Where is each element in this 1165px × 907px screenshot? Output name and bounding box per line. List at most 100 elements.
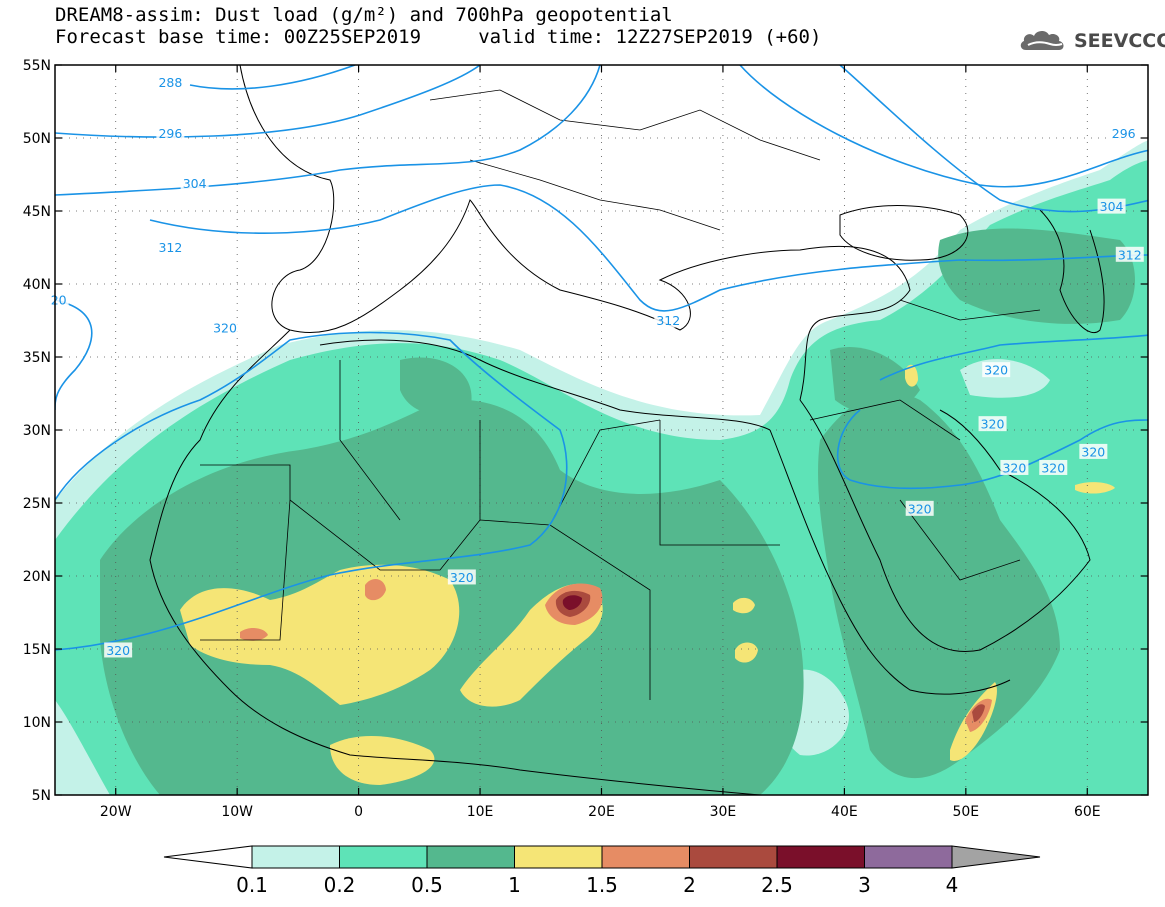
dust-area-yellow (1075, 482, 1115, 494)
logo-text: SEEVCCC (1074, 30, 1165, 52)
contour-label-bg (905, 500, 934, 516)
colorbar-labels: 0.1 0.2 0.5 1 1.5 2 2.5 3 4 (236, 873, 958, 897)
colorbar-label: 2.5 (761, 873, 793, 897)
lat-label: 5N (32, 788, 51, 804)
border (479, 519, 651, 700)
colorbar-label: 1.5 (586, 873, 618, 897)
coastline-redsea (769, 429, 1011, 695)
contour-label: 320 (450, 570, 474, 585)
border (659, 420, 780, 546)
logo: SEEVCCC (1018, 28, 1165, 54)
geopotential-contours (55, 65, 1148, 651)
colorbar-swatch (601, 845, 690, 869)
contour-label: 296 (1112, 126, 1136, 141)
colorbar-label: 1 (508, 873, 521, 897)
colorbar-label: 0.5 (411, 873, 443, 897)
contour-label: 312 (1118, 247, 1142, 262)
contour-296-east (739, 65, 1148, 188)
contour-304 (55, 65, 601, 196)
coastlines (149, 65, 1105, 795)
lat-label: 45N (23, 204, 51, 220)
lat-label: 55N (23, 58, 51, 74)
borders (200, 89, 1041, 700)
dust-area-salmon (240, 628, 268, 641)
dust-area-dark (818, 392, 1060, 779)
contour-label: 320 (981, 417, 1005, 432)
colorbar-label: 2 (683, 873, 696, 897)
contour-label-bg (180, 175, 209, 191)
contour-296 (55, 65, 481, 138)
border (899, 499, 1021, 581)
lon-label: 40E (831, 804, 858, 820)
contour-label: 296 (158, 126, 182, 141)
contour-label-bg (1115, 246, 1144, 262)
contour-label: 320 (984, 363, 1008, 378)
contour-label: 320 (908, 501, 932, 516)
map-subtitle: Forecast base time: 00Z25SEP2019 valid t… (55, 26, 822, 48)
coastline-arabia (799, 399, 1091, 652)
coastline-africa-north (319, 339, 771, 431)
lon-label: 10E (467, 804, 494, 820)
border (339, 360, 401, 521)
dust-area-yellow (330, 735, 435, 785)
contour-320-east (836, 409, 1148, 490)
contour-label-bg (156, 125, 185, 141)
axis-ticks (55, 64, 1148, 796)
border (899, 299, 1041, 321)
contour-label-bg (982, 362, 1011, 378)
lat-label: 35N (23, 350, 51, 366)
colorbar-swatch (251, 845, 340, 869)
colorbar: 0.1 0.2 0.5 1 1.5 2 2.5 3 4 (163, 845, 1041, 897)
contour-label-bg (1109, 125, 1138, 141)
lon-label: 0 (354, 804, 363, 820)
coastline-africa (149, 329, 761, 795)
lat-label: 25N (23, 496, 51, 512)
contour-label: 312 (158, 240, 182, 255)
colorbar-label: 4 (946, 873, 959, 897)
dust-area-dark (830, 346, 920, 414)
contour-312 (149, 184, 1148, 312)
dust-fields (55, 140, 1148, 795)
dust-area-dark (938, 228, 1135, 324)
dust-area-darkred (562, 595, 582, 610)
contour-label: 304 (1100, 199, 1124, 214)
colorbar-swatch (514, 845, 603, 869)
contour-label: 320 (106, 643, 130, 658)
colorbar-swatch (339, 845, 428, 869)
colorbar-swatch (426, 845, 515, 869)
contour-label-bg (447, 569, 476, 585)
dust-area-dark (400, 357, 472, 415)
coastline-europe (239, 65, 911, 401)
lon-label: 50E (952, 804, 979, 820)
contour-320-main (55, 331, 568, 651)
lon-label: 60E (1074, 804, 1101, 820)
lat-label: 10N (23, 715, 51, 731)
lon-label: 10W (221, 804, 253, 820)
contour-label: 288 (158, 75, 182, 90)
contour-label-bg (1039, 459, 1068, 475)
contour-label-bg (104, 642, 133, 658)
colorbar-label: 0.2 (324, 873, 356, 897)
colorbar-swatch (776, 845, 865, 869)
contour-320-ne (879, 334, 1148, 381)
map-title: DREAM8-assim: Dust load (g/m²) and 700hP… (55, 4, 673, 26)
lat-label: 50N (23, 131, 51, 147)
lat-label: 20N (23, 569, 51, 585)
contour-label: 320 (1041, 460, 1065, 475)
lon-label: 20W (100, 804, 132, 820)
contour-320-west (55, 299, 93, 411)
contour-label-bg (978, 416, 1007, 432)
contour-label-bg (156, 74, 185, 90)
coastline-caspian (1039, 209, 1105, 333)
lon-label: 20E (588, 804, 615, 820)
colorbar-label: 3 (858, 873, 871, 897)
dust-area-salmon (365, 578, 386, 601)
colorbar-under-arrow (163, 845, 253, 869)
contour-288 (189, 65, 356, 90)
lat-label: 40N (23, 277, 51, 293)
contour-label: 20 (51, 293, 67, 308)
border (429, 89, 821, 161)
border (809, 399, 961, 441)
coastline-blacksea (839, 205, 969, 261)
